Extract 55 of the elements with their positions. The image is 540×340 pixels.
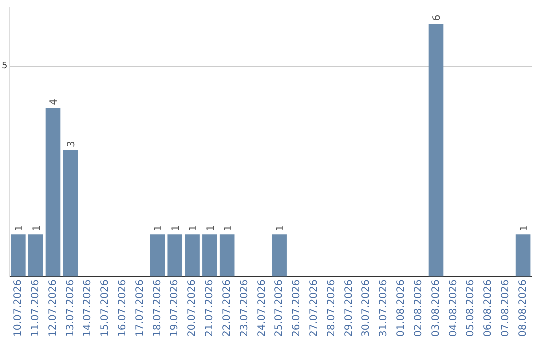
x-tick-label: 27.07.2026 — [308, 280, 320, 338]
x-tick-label: 23.07.2026 — [239, 280, 250, 338]
bar — [11, 234, 26, 277]
x-tick-label: 12.07.2026 — [48, 280, 59, 338]
x-tick-label: 10.07.2026 — [13, 280, 24, 338]
x-tick-label: 01.08.2026 — [396, 280, 408, 338]
x-tick-label: 20.07.2026 — [187, 280, 198, 338]
x-tick-label: 19.07.2026 — [170, 280, 181, 338]
x-tick-label: 28.07.2026 — [326, 280, 338, 338]
x-tick-label: 06.08.2026 — [483, 280, 494, 338]
data-label: 1 — [171, 225, 182, 232]
x-tick-label: 17.07.2026 — [134, 280, 146, 338]
data-label: 1 — [188, 225, 200, 232]
x-tick-label: 24.07.2026 — [256, 280, 268, 338]
data-label: 6 — [432, 14, 444, 22]
bar — [428, 24, 444, 277]
x-tick-label: 13.07.2026 — [65, 280, 76, 338]
x-tick-label: 03.08.2026 — [430, 280, 442, 338]
data-label: 1 — [154, 225, 165, 232]
data-label: 1 — [276, 225, 287, 232]
data-label: 1 — [206, 225, 217, 232]
bar — [28, 234, 44, 277]
data-label: 1 — [32, 225, 43, 232]
x-tick-label: 07.08.2026 — [500, 280, 512, 338]
data-label: 3 — [66, 141, 78, 148]
data-label: 1 — [14, 225, 26, 232]
x-tick-label: 11.07.2026 — [30, 280, 42, 338]
y-tick-label: 5 — [2, 62, 8, 72]
x-tick-label: 21.07.2026 — [204, 280, 216, 338]
bar — [46, 108, 61, 277]
data-label: 1 — [519, 225, 530, 232]
bar — [202, 234, 218, 277]
bar — [63, 150, 78, 277]
bar — [168, 234, 183, 277]
x-tick-label: 16.07.2026 — [117, 280, 128, 338]
x-tick-label: 31.07.2026 — [378, 280, 390, 338]
x-tick-label: 30.07.2026 — [361, 280, 372, 338]
x-tick-label: 15.07.2026 — [100, 280, 112, 338]
bar — [150, 234, 166, 277]
data-label: 4 — [49, 99, 60, 106]
x-tick-label: 22.07.2026 — [222, 280, 233, 338]
bar — [185, 234, 200, 277]
data-label: 1 — [223, 225, 234, 232]
x-tick-label: 04.08.2026 — [448, 280, 460, 338]
x-tick-label: 25.07.2026 — [274, 280, 286, 338]
bar — [272, 234, 287, 277]
x-tick-label: 29.07.2026 — [344, 280, 355, 338]
x-tick-label: 08.08.2026 — [518, 280, 529, 338]
bar — [516, 234, 531, 277]
x-tick-label: 05.08.2026 — [466, 280, 477, 338]
x-tick-label: 02.08.2026 — [413, 280, 424, 338]
bar — [220, 234, 235, 277]
x-tick-label: 14.07.2026 — [82, 280, 94, 338]
x-tick-label: 26.07.2026 — [292, 280, 303, 338]
x-tick-label: 18.07.2026 — [152, 280, 164, 338]
